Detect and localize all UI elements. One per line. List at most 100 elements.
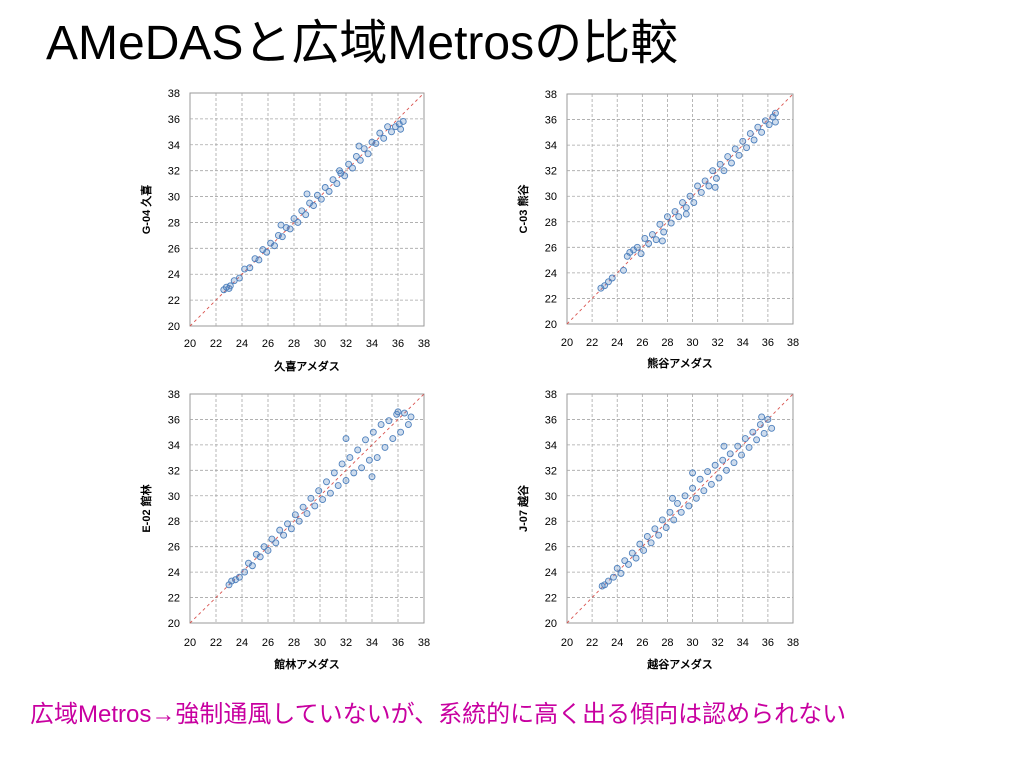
scatter-point (696, 475, 704, 483)
slide-note: 広域Metros→強制通風していないが、系統的に高く出る傾向は認められない (30, 701, 847, 728)
x-tick-label: 34 (737, 337, 749, 349)
scatter-point (662, 524, 670, 532)
scatter-point (380, 134, 388, 142)
y-tick-label: 30 (168, 491, 180, 503)
scatter-point (647, 539, 655, 547)
scatter-point (264, 547, 272, 554)
scatter-point (735, 151, 743, 159)
scatter-point (620, 266, 627, 274)
scatter-point (694, 182, 702, 190)
plot-area (566, 93, 794, 325)
scatter-point (338, 460, 346, 468)
scatter-point (719, 456, 727, 464)
scatter-point (709, 167, 717, 175)
y-tick-label: 20 (545, 618, 557, 630)
scatter-point (697, 188, 705, 196)
scatter-point (679, 199, 686, 207)
scatter-point (381, 443, 389, 451)
y-axis-title: G-04 久喜 (139, 185, 153, 235)
scatter-point (726, 450, 734, 458)
scatter-point (728, 159, 735, 167)
scatter-point (241, 568, 249, 576)
scatter-point (652, 236, 660, 244)
scatter-point (700, 487, 708, 495)
scatter-point (625, 561, 632, 568)
scatter-point (323, 478, 330, 486)
scatter-point (758, 128, 766, 136)
x-tick-label: 22 (586, 637, 598, 649)
x-tick-label: 30 (686, 637, 698, 649)
scatter-point (284, 520, 291, 528)
scatter-point (228, 577, 236, 585)
scatter-point (291, 511, 299, 519)
scatter-point (641, 234, 649, 242)
scatter-chart-1: 20 22 24 26 28 30 32 34 36 38 20 22 24 26 28 30 32 34 36 38… (139, 88, 430, 373)
scatter-point (682, 204, 690, 212)
scatter-point (720, 167, 728, 175)
scatter-point (681, 492, 689, 500)
scatter-point (330, 469, 338, 477)
x-tick-label: 38 (418, 637, 430, 649)
x-tick-label: 34 (737, 637, 749, 649)
y-tick-label: 20 (168, 321, 180, 333)
x-tick-label: 28 (661, 337, 673, 349)
x-tick-label: 24 (611, 337, 623, 349)
scatter-point (358, 464, 366, 472)
scatter-point (256, 553, 264, 561)
scatter-point (319, 496, 327, 504)
y-tick-label: 20 (545, 319, 557, 331)
scatter-point (276, 526, 284, 534)
scatter-point (397, 428, 405, 436)
y-tick-label: 22 (168, 295, 180, 307)
scatter-point (632, 554, 640, 562)
y-tick-label: 28 (168, 217, 180, 229)
x-tick-label: 28 (661, 637, 673, 649)
scatter-point (341, 172, 349, 180)
scatter-point (246, 264, 254, 272)
y-tick-label: 22 (168, 593, 180, 605)
scatter-point (658, 516, 666, 524)
y-tick-label: 22 (545, 293, 557, 305)
scatter-point (613, 564, 621, 572)
scatter-point (241, 265, 249, 273)
scatter-point (608, 274, 616, 282)
scatter-point (704, 468, 712, 476)
scatter-point (399, 118, 407, 125)
y-tick-label: 28 (545, 217, 557, 229)
scatter-point (336, 167, 343, 175)
x-axis-title: 越谷アメダス (646, 657, 712, 671)
scatter-point (235, 573, 243, 581)
scatter-point (407, 413, 415, 421)
scatter-point (315, 487, 323, 495)
scatter-point (707, 480, 715, 488)
scatter-point (743, 144, 750, 152)
x-tick-label: 32 (340, 338, 352, 350)
scatter-point (385, 417, 393, 425)
scatter-point (705, 182, 713, 190)
x-tick-label: 34 (366, 637, 378, 649)
scatter-point (677, 508, 685, 516)
y-tick-label: 26 (168, 243, 180, 255)
x-tick-label: 30 (686, 337, 698, 349)
scatter-point (342, 435, 350, 442)
scatter-point (286, 225, 294, 233)
scatter-point (272, 539, 280, 547)
y-axis-title: E-02 館林 (139, 484, 153, 532)
y-tick-label: 26 (168, 542, 180, 554)
scatter-point (745, 443, 753, 451)
x-tick-label: 20 (561, 637, 573, 649)
x-tick-label: 28 (288, 637, 300, 649)
y-tick-label: 24 (545, 567, 557, 579)
y-tick-label: 34 (545, 440, 557, 452)
scatter-point (235, 274, 243, 282)
x-tick-label: 24 (611, 637, 623, 649)
scatter-point (317, 195, 325, 203)
scatter-point (263, 248, 271, 256)
scatter-chart-4: 20 22 24 26 28 30 32 34 36 38 20 22 24 26 28 30 32 34 36 38… (516, 389, 799, 671)
scatter-point (720, 442, 728, 450)
scatter-point (369, 428, 377, 436)
y-tick-label: 20 (168, 618, 180, 630)
scatter-point (299, 503, 307, 511)
scatter-point (675, 213, 683, 221)
